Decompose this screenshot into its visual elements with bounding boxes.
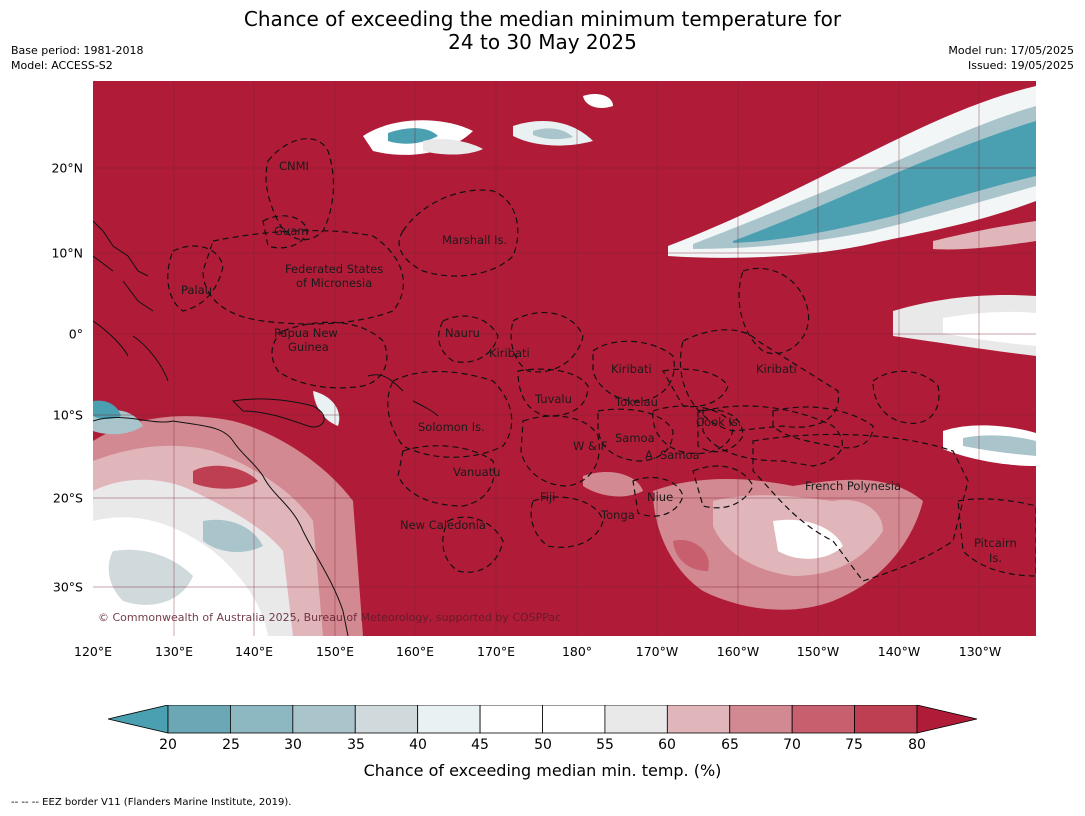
x-tick: 170°W [635, 644, 679, 659]
colorbar-cells [167, 704, 918, 734]
south-central-anomaly [583, 471, 923, 610]
eez-borders [167, 138, 1036, 582]
colorbar-under-arrow [107, 704, 169, 734]
meta-right: Model run: 17/05/2025 Issued: 19/05/2025 [948, 43, 1074, 73]
y-tick: 20°N [51, 160, 83, 176]
label-solomon: Solomon Is. [418, 420, 485, 434]
title-line-1: Chance of exceeding the median minimum t… [243, 7, 842, 31]
x-tick: 170°E [476, 644, 516, 659]
forecast-map: CNMI Guam Marshall Is. Palau Federated S… [93, 81, 1036, 636]
colorbar-cell [354, 704, 419, 734]
label-cook: Cook Is. [696, 415, 741, 429]
colorbar-cell [417, 704, 481, 734]
colorbar-tick: 25 [222, 737, 240, 753]
x-tick: 150°E [315, 644, 355, 659]
label-png-2: Guinea [288, 340, 329, 354]
map-title: Chance of exceeding the median minimum t… [0, 8, 1085, 54]
colorbar-tick: 75 [845, 737, 863, 753]
label-new-caledonia: New Caledonia [400, 518, 486, 532]
x-tick: 120°E [73, 644, 113, 659]
colorbar-cell [542, 704, 606, 734]
label-marshall: Marshall Is. [442, 233, 507, 247]
y-tick: 10°N [51, 245, 83, 261]
x-tick: 130°E [154, 644, 194, 659]
colorbar-tick: 40 [409, 737, 427, 753]
colorbar-cell [666, 704, 731, 734]
colorbar-cell [604, 704, 668, 734]
label-vanuatu: Vanuatu [453, 465, 500, 479]
x-tick: 160°W [716, 644, 760, 659]
x-tick: 180° [561, 644, 593, 659]
model-run: Model run: 17/05/2025 [948, 44, 1074, 57]
colorbar-svg [107, 704, 978, 734]
label-pitcairn-2: Is. [989, 551, 1002, 565]
colorbar-label: Chance of exceeding median min. temp. (%… [363, 761, 722, 780]
colorbar-cell [167, 704, 231, 734]
colorbar-tick: 60 [658, 737, 676, 753]
x-tick: 150°W [796, 644, 840, 659]
cool-anomaly-northwest [363, 94, 613, 155]
label-fsm-1: Federated States [285, 262, 383, 276]
colorbar-tick: 80 [908, 737, 926, 753]
label-guam: Guam [274, 224, 308, 238]
label-tonga: Tonga [600, 508, 635, 522]
colorbar-tick: 35 [347, 737, 365, 753]
label-fiji: Fiji [540, 490, 555, 504]
label-french-polynesia: French Polynesia [805, 479, 901, 493]
label-pitcairn-1: Pitcairn [974, 536, 1017, 550]
colorbar-cell [292, 704, 356, 734]
model-name: Model: ACCESS-S2 [11, 59, 113, 72]
cool-anomaly-northeast [668, 86, 1036, 466]
colorbar-cell [230, 704, 294, 734]
label-fsm-2: of Micronesia [296, 276, 372, 290]
coastlines [93, 220, 439, 636]
place-labels: CNMI Guam Marshall Is. Palau Federated S… [181, 159, 1017, 565]
australia-anomaly [93, 391, 363, 636]
colorbar-cell [479, 704, 543, 734]
x-tick: 140°W [877, 644, 921, 659]
colorbar-over-arrow [916, 704, 978, 734]
y-tick: 20°S [52, 490, 83, 506]
x-tick: 130°W [958, 644, 1002, 659]
label-cnmi: CNMI [279, 159, 309, 173]
title-line-2: 24 to 30 May 2025 [448, 30, 637, 54]
map-svg: CNMI Guam Marshall Is. Palau Federated S… [93, 81, 1036, 636]
label-wallis-futuna: W & F [573, 439, 607, 453]
colorbar-cell [854, 704, 918, 734]
y-tick: 0° [68, 326, 83, 342]
graticule [93, 81, 1036, 636]
colorbar-tick: 30 [284, 737, 302, 753]
y-tick: 10°S [52, 407, 83, 423]
meta-left: Base period: 1981-2018 Model: ACCESS-S2 [11, 43, 143, 73]
colorbar-tick: 50 [534, 737, 552, 753]
base-period: Base period: 1981-2018 [11, 44, 144, 57]
label-kiribati-east: Kiribati [756, 362, 797, 376]
eez-footnote: -- -- -- EEZ border V11 (Flanders Marine… [11, 797, 292, 808]
colorbar-tick: 20 [159, 737, 177, 753]
colorbar-tick: 55 [596, 737, 614, 753]
colorbar-tick: 65 [721, 737, 739, 753]
label-tuvalu: Tuvalu [534, 392, 572, 406]
x-tick: 160°E [395, 644, 435, 659]
label-palau: Palau [181, 283, 212, 297]
x-tick: 140°E [234, 644, 274, 659]
label-american-samoa: A. Samoa [645, 448, 700, 462]
label-png-1: Papua New [274, 326, 338, 340]
issued-date: Issued: 19/05/2025 [967, 59, 1074, 72]
colorbar [107, 704, 978, 739]
label-niue: Niue [647, 490, 673, 504]
label-samoa: Samoa [615, 431, 655, 445]
colorbar-tick: 45 [471, 737, 489, 753]
y-tick: 30°S [52, 579, 83, 595]
colorbar-cell [729, 704, 793, 734]
label-tokelau: Tokelau [614, 395, 658, 409]
copyright-notice: © Commonwealth of Australia 2025, Bureau… [98, 611, 561, 624]
colorbar-cell [791, 704, 855, 734]
label-kiribati-central: Kiribati [611, 362, 652, 376]
colorbar-tick: 70 [783, 737, 801, 753]
label-kiribati-west: Kiribati [489, 346, 530, 360]
label-nauru: Nauru [445, 326, 480, 340]
